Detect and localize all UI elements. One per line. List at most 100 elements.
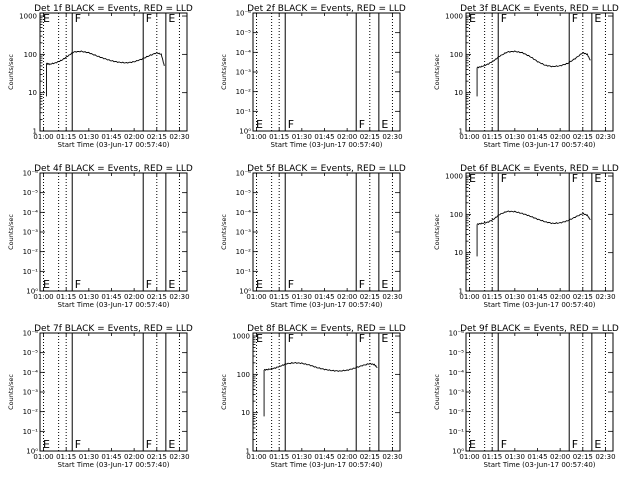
x-tick-label: 01:00: [459, 293, 479, 301]
data-series-line: [46, 50, 165, 66]
flag-marker-e: E: [594, 12, 601, 25]
x-tick-label: 01:45: [527, 293, 547, 301]
y-tick-label: 100: [450, 211, 463, 219]
x-axis-label: Start Time (03-Jun-17 00:57:40): [58, 461, 170, 469]
y-tick-label: 10⁻³: [449, 389, 465, 397]
flag-marker-f: F: [501, 438, 507, 451]
flag-marker-e: E: [381, 332, 388, 345]
data-series-line: [263, 362, 378, 372]
x-tick-label: 01:45: [314, 293, 334, 301]
x-axis-label: Start Time (03-Jun-17 00:57:40): [58, 141, 170, 149]
flag-marker-f: F: [359, 278, 365, 291]
x-tick-label: 02:30: [595, 453, 615, 461]
x-tick-label: 01:15: [56, 133, 76, 141]
y-tick-label: 100: [450, 51, 463, 59]
y-tick-label: 10⁻¹: [449, 428, 465, 436]
x-tick-label: 02:15: [573, 453, 593, 461]
y-tick-label: 10: [454, 89, 463, 97]
y-axis-label: Counts/sec: [7, 374, 15, 410]
y-tick-label: 10⁻³: [23, 389, 39, 397]
y-tick-label: 10⁻⁴: [23, 369, 39, 377]
y-tick-label: 10⁰: [239, 288, 251, 296]
y-tick-label: 10⁻⁶: [236, 10, 252, 18]
y-tick-label: 100: [237, 371, 250, 379]
y-tick-label: 10⁻⁵: [23, 189, 39, 197]
y-tick-label: 10⁻⁵: [449, 349, 465, 357]
x-tick-label: 01:30: [79, 453, 99, 461]
x-tick-label: 01:15: [269, 453, 289, 461]
x-tick-label: 02:15: [360, 453, 380, 461]
flag-marker-f: F: [572, 438, 578, 451]
x-tick-label: 01:45: [101, 133, 121, 141]
panel-title: Det 1f BLACK = Events, RED = LLD: [34, 4, 193, 14]
flag-marker-e: E: [168, 438, 175, 451]
x-tick-label: 01:30: [292, 293, 312, 301]
flag-marker-f: F: [146, 278, 152, 291]
x-axis-label: Start Time (03-Jun-17 00:57:40): [271, 461, 383, 469]
y-tick-label: 1: [459, 288, 463, 296]
panel-title: Det 2f BLACK = Events, RED = LLD: [247, 4, 406, 14]
x-tick-label: 02:00: [550, 293, 570, 301]
y-tick-label: 1000: [445, 173, 463, 181]
y-tick-label: 10⁻³: [236, 69, 252, 77]
x-axis-label: Start Time (03-Jun-17 00:57:40): [484, 461, 596, 469]
x-tick-label: 02:30: [595, 133, 615, 141]
x-tick-label: 02:15: [360, 293, 380, 301]
y-tick-label: 10: [241, 409, 250, 417]
y-tick-label: 1000: [19, 13, 37, 21]
x-tick-label: 02:15: [147, 453, 167, 461]
x-tick-label: 01:00: [246, 133, 266, 141]
x-tick-label: 01:45: [101, 453, 121, 461]
y-tick-label: 10: [454, 249, 463, 257]
x-axis-label: Start Time (03-Jun-17 00:57:40): [484, 141, 596, 149]
y-tick-label: 10⁻¹: [236, 268, 252, 276]
plot-frame: [252, 332, 401, 452]
flag-marker-e: E: [594, 438, 601, 451]
y-tick-label: 1: [246, 448, 250, 456]
x-tick-label: 01:00: [33, 133, 53, 141]
x-tick-label: 01:30: [79, 133, 99, 141]
flag-marker-e: E: [43, 278, 50, 291]
y-tick-label: 10⁻⁶: [449, 330, 465, 338]
flag-marker-f: F: [75, 438, 81, 451]
flag-marker-f: F: [359, 332, 365, 345]
flag-marker-e: E: [381, 278, 388, 291]
x-tick-label: 01:30: [79, 293, 99, 301]
x-tick-label: 01:45: [314, 453, 334, 461]
x-tick-label: 01:15: [482, 133, 502, 141]
x-tick-label: 01:30: [505, 453, 525, 461]
x-tick-label: 01:00: [459, 133, 479, 141]
x-tick-label: 01:00: [246, 293, 266, 301]
y-tick-label: 1: [459, 128, 463, 136]
x-axis-label: Start Time (03-Jun-17 00:57:40): [271, 141, 383, 149]
flag-marker-f: F: [501, 12, 507, 25]
y-axis-label: Counts/sec: [433, 54, 441, 90]
x-tick-label: 02:15: [573, 293, 593, 301]
flag-marker-e: E: [256, 118, 263, 131]
y-axis-label: Counts/sec: [433, 214, 441, 250]
plot-frame: [465, 12, 614, 132]
plot-frame: [39, 12, 188, 132]
y-axis-label: Counts/sec: [7, 54, 15, 90]
y-axis-label: Counts/sec: [433, 374, 441, 410]
y-tick-label: 10⁻²: [449, 408, 465, 416]
x-tick-label: 01:15: [269, 293, 289, 301]
x-tick-label: 01:15: [482, 453, 502, 461]
y-tick-label: 10⁻²: [236, 88, 252, 96]
flag-marker-e: E: [256, 332, 263, 345]
panel-title: Det 9f BLACK = Events, RED = LLD: [460, 324, 619, 334]
y-tick-label: 10⁻⁵: [236, 29, 252, 37]
x-tick-label: 02:00: [337, 293, 357, 301]
x-tick-label: 02:30: [382, 133, 402, 141]
panel-title: Det 4f BLACK = Events, RED = LLD: [34, 164, 193, 174]
flag-marker-f: F: [146, 438, 152, 451]
x-tick-label: 02:30: [595, 293, 615, 301]
plot-frame: [39, 172, 188, 292]
y-tick-label: 10⁻¹: [236, 108, 252, 116]
